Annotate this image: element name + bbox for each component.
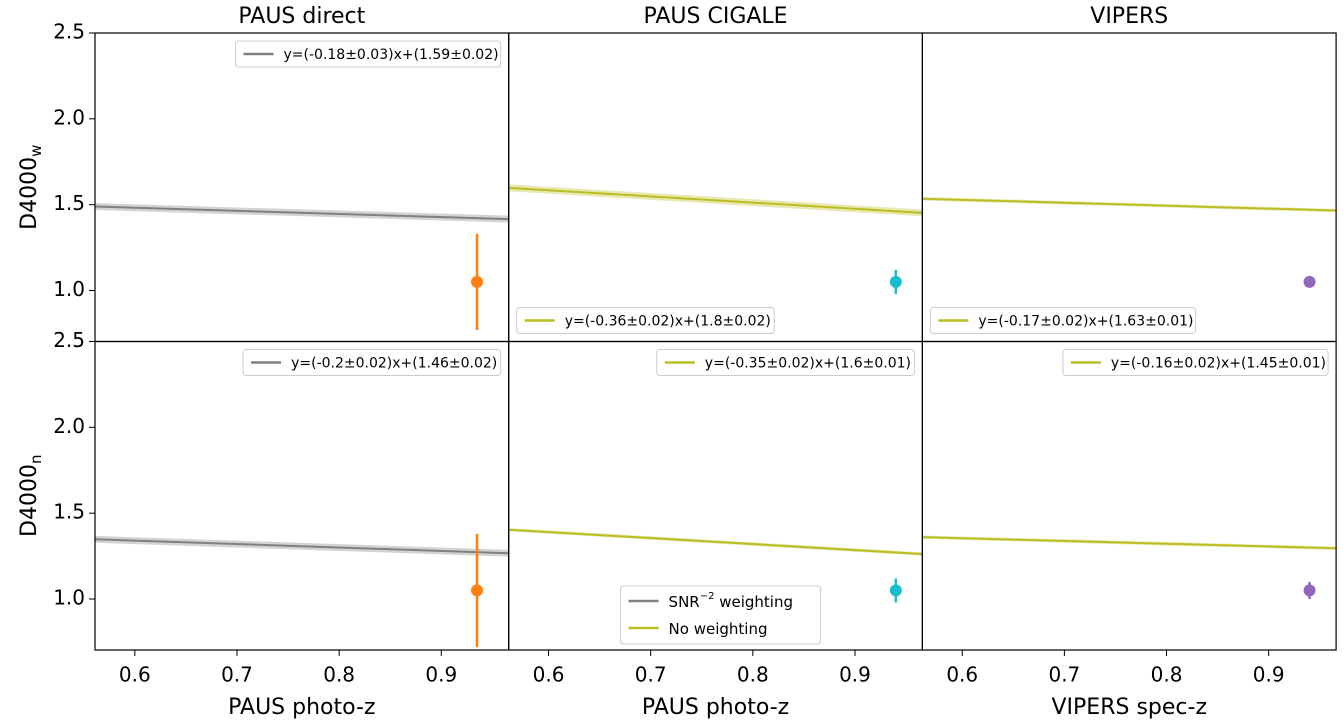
y-tick-label: 1.5 xyxy=(53,500,85,524)
x-tick-label: 0.8 xyxy=(1151,663,1183,687)
panel-title: PAUS CIGALE xyxy=(644,4,788,29)
error-point xyxy=(889,275,902,288)
fit-line xyxy=(508,528,923,556)
error-point xyxy=(889,584,902,597)
x-axis-label: PAUS photo-z xyxy=(642,695,789,720)
y-tick-label: 2.0 xyxy=(53,414,85,438)
y-tick-label: 1.5 xyxy=(53,191,85,215)
panel-title: PAUS direct xyxy=(238,4,365,29)
legend-rest: weighting xyxy=(714,593,793,611)
plot-area xyxy=(508,527,923,603)
legend-box xyxy=(620,585,822,645)
error-point xyxy=(1303,275,1316,288)
fit-line xyxy=(95,205,509,221)
error-point xyxy=(471,275,484,288)
x-tick-label: 0.7 xyxy=(221,663,253,687)
x-tick-label: 0.7 xyxy=(635,663,667,687)
fit-line xyxy=(508,186,923,214)
y-tick-label: 1.0 xyxy=(53,277,85,301)
legend-sup: −2 xyxy=(700,591,715,602)
panel-frame xyxy=(921,340,1337,651)
legend-label: SNR−2 weighting xyxy=(669,591,793,611)
legend-box xyxy=(235,40,502,68)
legend-box xyxy=(516,307,775,334)
x-tick-label: 0.6 xyxy=(946,663,978,687)
panel-frame xyxy=(921,32,1337,343)
panel-frame xyxy=(508,32,924,343)
plot-area xyxy=(922,535,1337,600)
legend-label: y=(-0.17±0.02)x+(1.63±0.01) xyxy=(978,314,1193,330)
legend-box xyxy=(242,349,502,376)
y-axis-label-main: D4000 xyxy=(17,157,42,230)
legend-label: y=(-0.35±0.02)x+(1.6±0.01) xyxy=(705,356,911,372)
fit-line xyxy=(922,536,1337,550)
y-axis-label: D4000n xyxy=(17,455,45,537)
legend-text: SNR xyxy=(669,593,700,611)
panel-title: VIPERS xyxy=(1090,4,1168,29)
legend-box xyxy=(1062,349,1329,376)
fit-line xyxy=(922,197,1337,212)
panel-frame xyxy=(94,32,510,343)
panel-frame xyxy=(94,340,510,651)
legend-text: No weighting xyxy=(669,620,768,638)
legend-label: y=(-0.36±0.02)x+(1.8±0.02) xyxy=(565,314,771,330)
fit-line xyxy=(95,538,509,555)
legend-label: No weighting xyxy=(669,620,768,638)
plot-area xyxy=(95,203,509,330)
error-point xyxy=(1303,584,1316,597)
y-axis-label: D4000w xyxy=(17,145,45,230)
error-point xyxy=(471,584,484,597)
x-tick-label: 0.8 xyxy=(737,663,769,687)
x-tick-label: 0.6 xyxy=(119,663,151,687)
legend-label: y=(-0.2±0.02)x+(1.46±0.02) xyxy=(291,356,497,372)
y-axis-label-sub: n xyxy=(27,455,45,465)
legend-box xyxy=(656,349,915,376)
plot-area xyxy=(95,533,509,648)
y-axis-label-sub: w xyxy=(27,145,45,157)
plot-area xyxy=(922,197,1337,288)
y-tick-label: 1.0 xyxy=(53,586,85,610)
y-tick-label: 2.5 xyxy=(53,20,85,44)
y-axis-label-main: D4000 xyxy=(17,464,42,537)
x-tick-label: 0.9 xyxy=(839,663,871,687)
legend-box xyxy=(929,307,1197,334)
x-tick-label: 0.9 xyxy=(1253,663,1285,687)
x-axis-label: VIPERS spec-z xyxy=(1052,695,1208,720)
x-tick-label: 0.9 xyxy=(425,663,457,687)
x-tick-label: 0.7 xyxy=(1048,663,1080,687)
x-axis-label: PAUS photo-z xyxy=(228,695,375,720)
legend-label: y=(-0.18±0.03)x+(1.59±0.02) xyxy=(284,47,499,63)
x-tick-label: 0.8 xyxy=(323,663,355,687)
y-tick-label: 2.0 xyxy=(53,105,85,129)
legend-label: y=(-0.16±0.02)x+(1.45±0.01) xyxy=(1111,356,1326,372)
y-tick-label: 2.5 xyxy=(53,328,85,352)
plot-area xyxy=(508,184,923,294)
x-tick-label: 0.6 xyxy=(533,663,565,687)
